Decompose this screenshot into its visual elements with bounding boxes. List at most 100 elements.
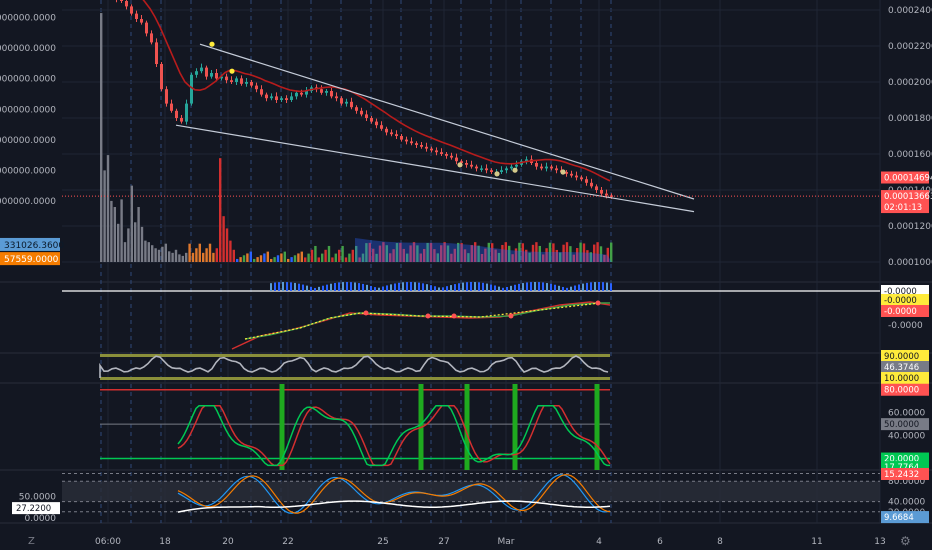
- macd-histogram-bar: [506, 287, 508, 291]
- volume-bar: [446, 245, 450, 262]
- macd-histogram-bar: [302, 284, 304, 291]
- macd-dotted-line: [244, 302, 601, 340]
- candle-body: [230, 80, 233, 82]
- candle-body: [600, 190, 603, 194]
- macd-histogram-bar: [558, 285, 560, 291]
- rsi-tick-label: 80.0000: [888, 477, 925, 487]
- volume-bar: [324, 249, 327, 262]
- volume-bar: [572, 254, 575, 262]
- volume-bar: [280, 253, 283, 262]
- volume-bar: [470, 245, 473, 262]
- footer-z-icon[interactable]: Z: [28, 536, 35, 547]
- volume-bar: [586, 250, 589, 262]
- rsi-band: [62, 481, 880, 502]
- volume-bar: [229, 240, 232, 262]
- candle-body: [555, 168, 558, 171]
- volume-bar: [117, 223, 120, 262]
- cross-dot: [425, 313, 431, 319]
- volume-bar: [378, 245, 382, 262]
- osc1-tick-label: -0.0000: [888, 321, 923, 331]
- signal-dot: [209, 41, 215, 47]
- volume-bar: [276, 255, 280, 262]
- candle-body: [355, 107, 358, 111]
- volume-bar: [423, 248, 426, 262]
- candle-body: [335, 96, 338, 99]
- volume-bar: [317, 257, 320, 262]
- macd-histogram-bar: [462, 282, 464, 291]
- volume-bar: [256, 257, 259, 262]
- volume-bar: [338, 249, 341, 262]
- candle-body: [350, 101, 353, 108]
- volume-bar: [198, 243, 201, 262]
- volume-bar: [161, 246, 164, 262]
- candle-body: [195, 71, 198, 75]
- price-tag: [881, 171, 929, 184]
- settings-icon[interactable]: ⚙: [900, 534, 911, 548]
- volume-bar: [293, 255, 297, 262]
- price-tick-label: 0.00018000: [888, 114, 932, 124]
- cross-dot: [451, 313, 457, 319]
- volume-bar: [504, 242, 507, 262]
- candle-body: [405, 139, 408, 142]
- volume-bar: [542, 254, 545, 262]
- candle-body: [420, 145, 423, 147]
- macd-histogram-bar: [422, 283, 424, 291]
- candle-body: [465, 163, 468, 165]
- candle-body: [185, 103, 188, 122]
- volume-bar: [593, 244, 596, 262]
- volume-bar: [310, 249, 314, 262]
- macd-histogram-bar: [330, 283, 332, 291]
- macd-histogram-bar: [350, 282, 352, 291]
- macd-histogram-bar: [382, 286, 384, 291]
- volume-bar: [334, 253, 337, 262]
- macd-histogram-bar: [586, 282, 588, 291]
- candle-body: [380, 125, 383, 129]
- volume-bar: [399, 242, 402, 262]
- volume-bar: [171, 252, 174, 262]
- volume-bar: [531, 244, 535, 262]
- volume-bar: [287, 258, 290, 262]
- volume-bar: [140, 226, 144, 262]
- macd-histogram-bar: [322, 285, 324, 291]
- volume-bar: [538, 245, 541, 262]
- candle-body: [175, 110, 178, 118]
- volume-bar: [348, 253, 351, 262]
- rsi-right-tag-label: 9.6684: [884, 513, 914, 523]
- rsi-orange-line: [177, 474, 611, 514]
- volume-bar: [528, 252, 531, 262]
- volume-bar: [596, 242, 599, 262]
- osc2-tag: [881, 350, 929, 362]
- osc2-tag-label: 90.0000: [884, 352, 919, 362]
- candle-body: [375, 121, 378, 126]
- candle-body: [190, 74, 193, 104]
- macd-histogram-bar: [390, 284, 392, 291]
- macd-histogram-bar: [606, 282, 608, 291]
- rsi-left-tick-label: 0.0000: [25, 514, 57, 524]
- volume-bar: [212, 252, 215, 262]
- macd-histogram-bar: [522, 283, 524, 291]
- osc1-tag: [881, 294, 929, 306]
- price-tag: [881, 201, 929, 214]
- volume-bar: [518, 242, 521, 262]
- volume-bar: [368, 242, 371, 262]
- volume-bar: [514, 248, 518, 262]
- volume-bar: [174, 249, 178, 262]
- volume-bar: [450, 253, 453, 262]
- volume-bar: [178, 254, 181, 262]
- ema-line: [142, 0, 611, 182]
- volume-bar: [433, 249, 436, 262]
- candle-body: [570, 173, 573, 176]
- volume-bar: [599, 246, 603, 262]
- rsi-tick-label: 40.0000: [888, 498, 925, 508]
- candle-body: [295, 92, 298, 97]
- x-tick-label: 8: [717, 537, 723, 547]
- x-tick-label: 6: [657, 537, 663, 547]
- volume-bar: [426, 242, 429, 262]
- candle-body: [585, 179, 588, 183]
- volume-bar: [242, 255, 246, 262]
- stoch-tag-label: 20.0000: [884, 455, 919, 465]
- macd-histogram-bar: [470, 282, 472, 291]
- candle-body: [150, 33, 153, 43]
- macd-histogram-bar: [434, 286, 436, 291]
